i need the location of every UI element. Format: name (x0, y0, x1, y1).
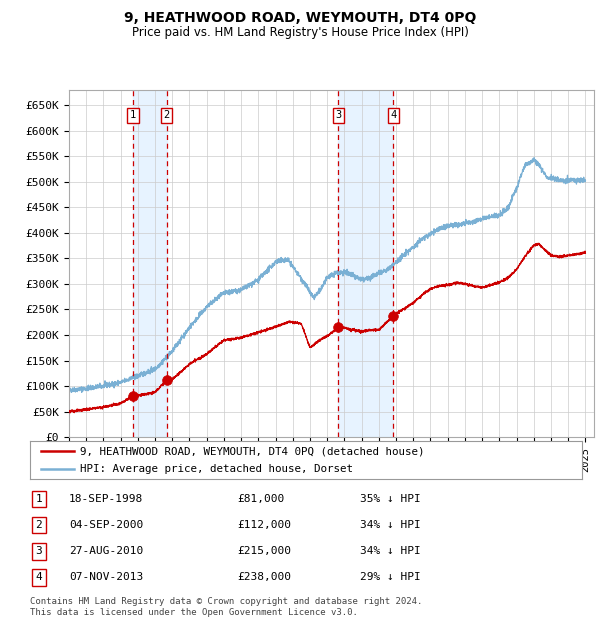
Bar (133, 90, 167, 437)
Text: £81,000: £81,000 (237, 494, 284, 504)
Text: 2: 2 (164, 110, 170, 120)
Text: 9, HEATHWOOD ROAD, WEYMOUTH, DT4 0PQ: 9, HEATHWOOD ROAD, WEYMOUTH, DT4 0PQ (124, 11, 476, 25)
Text: 3: 3 (335, 110, 341, 120)
Text: 07-NOV-2013: 07-NOV-2013 (69, 572, 143, 582)
Text: 04-SEP-2000: 04-SEP-2000 (69, 520, 143, 530)
Text: 3: 3 (35, 546, 43, 556)
Text: 29% ↓ HPI: 29% ↓ HPI (360, 572, 421, 582)
Text: 4: 4 (35, 572, 43, 582)
Text: Price paid vs. HM Land Registry's House Price Index (HPI): Price paid vs. HM Land Registry's House … (131, 26, 469, 39)
Bar (338, 90, 394, 437)
Text: 34% ↓ HPI: 34% ↓ HPI (360, 520, 421, 530)
Text: £112,000: £112,000 (237, 520, 291, 530)
Text: 34% ↓ HPI: 34% ↓ HPI (360, 546, 421, 556)
Text: 27-AUG-2010: 27-AUG-2010 (69, 546, 143, 556)
Text: 4: 4 (391, 110, 397, 120)
Text: £238,000: £238,000 (237, 572, 291, 582)
Text: 18-SEP-1998: 18-SEP-1998 (69, 494, 143, 504)
Text: 35% ↓ HPI: 35% ↓ HPI (360, 494, 421, 504)
Text: 9, HEATHWOOD ROAD, WEYMOUTH, DT4 0PQ (detached house): 9, HEATHWOOD ROAD, WEYMOUTH, DT4 0PQ (de… (80, 446, 424, 456)
Text: 1: 1 (130, 110, 136, 120)
Text: Contains HM Land Registry data © Crown copyright and database right 2024.
This d: Contains HM Land Registry data © Crown c… (30, 598, 422, 617)
Text: 1: 1 (35, 494, 43, 504)
Text: HPI: Average price, detached house, Dorset: HPI: Average price, detached house, Dors… (80, 464, 353, 474)
Text: £215,000: £215,000 (237, 546, 291, 556)
Text: 2: 2 (35, 520, 43, 530)
